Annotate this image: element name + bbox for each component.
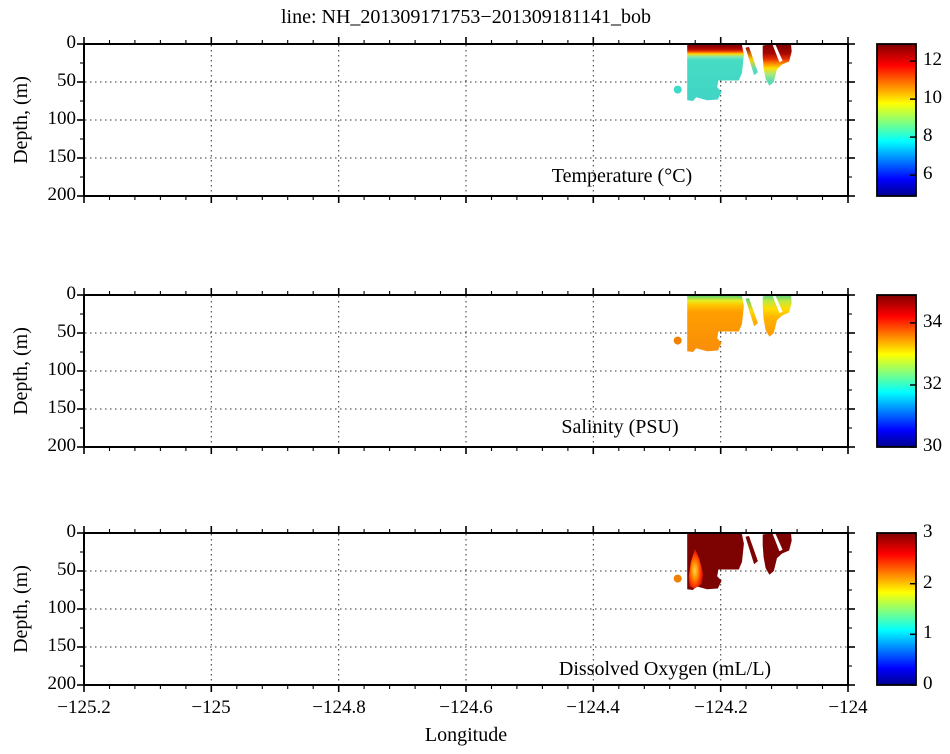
x-tick-label: −125.2 [57, 697, 111, 718]
colorbar-tick-label: 30 [923, 435, 942, 456]
y-tick-label: 150 [47, 635, 77, 656]
section-data-patches [673, 44, 792, 101]
y-tick-label: 150 [47, 397, 77, 418]
y-tick-label: 200 [47, 184, 77, 205]
y-tick-label: 200 [47, 673, 77, 694]
y-tick-label: 100 [47, 108, 77, 129]
grid-lines [85, 296, 847, 446]
x-axis-label: Longitude [424, 724, 508, 746]
colorbar-tick-label: 6 [923, 163, 933, 184]
y-tick-label: 200 [47, 435, 77, 456]
x-tick-label: −124.6 [439, 697, 493, 718]
minor-ticks [80, 291, 852, 451]
section-data-patches [673, 295, 792, 352]
y-tick-label: 50 [57, 70, 76, 91]
colorbar-tick-label: 8 [923, 125, 933, 146]
colorbar-tick-label: 10 [923, 87, 942, 108]
colorbar [876, 294, 917, 448]
panel-label-temperature: Temperature (°C) [551, 165, 693, 187]
x-tick-label: −124.8 [312, 697, 366, 718]
minor-ticks [80, 529, 852, 689]
grid-lines [85, 45, 847, 195]
major-ticks [77, 526, 855, 692]
x-tick-label: −124.2 [694, 697, 748, 718]
x-tick-label: −124.4 [566, 697, 620, 718]
y-tick-label: 100 [47, 597, 77, 618]
y-tick-label: 0 [66, 521, 77, 542]
grid-lines [85, 534, 847, 684]
minor-ticks [80, 40, 852, 200]
panel-label-salinity: Salinity (PSU) [561, 416, 679, 438]
colorbar-tick-label: 0 [923, 673, 933, 694]
y-tick-label: 0 [66, 283, 77, 304]
section-data-patches [673, 533, 792, 590]
figure-title: line: NH_201309171753−201309181141_bob [281, 6, 651, 28]
colorbar-ticks [910, 532, 916, 686]
colorbar-tick-label: 12 [923, 49, 942, 70]
colorbar-ticks [910, 60, 916, 176]
y-tick-label: 50 [57, 559, 76, 580]
colorbar-tick-label: 34 [923, 311, 942, 332]
panel-label-oxygen: Dissolved Oxygen (mL/L) [558, 658, 772, 680]
colorbar-tick-label: 1 [923, 622, 933, 643]
colorbar-ticks [910, 322, 916, 448]
major-ticks [77, 288, 855, 454]
colorbar [876, 43, 917, 197]
colorbar [876, 532, 917, 686]
y-tick-label: 0 [66, 32, 77, 53]
x-tick-label: −124 [828, 697, 868, 718]
colorbar-tick-label: 2 [923, 572, 933, 593]
y-tick-label: 150 [47, 146, 77, 167]
y-tick-label: 100 [47, 359, 77, 380]
y-tick-label: 50 [57, 321, 76, 342]
colorbar-tick-label: 32 [923, 373, 942, 394]
x-tick-label: −125 [191, 697, 231, 718]
major-ticks [77, 37, 855, 203]
colorbar-tick-label: 3 [923, 521, 933, 542]
